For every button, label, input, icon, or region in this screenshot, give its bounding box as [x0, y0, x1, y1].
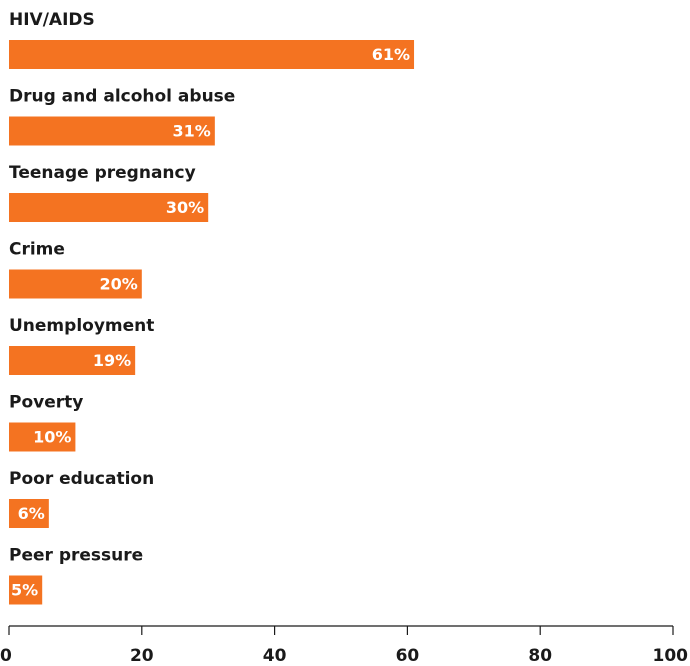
category-label: Poverty	[9, 393, 83, 413]
bar-value-label: 20%	[100, 275, 138, 294]
x-tick-label: 80	[528, 646, 552, 666]
bar	[9, 499, 49, 528]
x-tick-label: 20	[130, 646, 154, 666]
x-tick-label: 60	[396, 646, 420, 666]
bar	[9, 116, 215, 146]
category-label: Unemployment	[9, 316, 154, 336]
bar	[9, 575, 43, 605]
bar-value-label: 6%	[18, 504, 45, 523]
category-label: Poor education	[9, 469, 154, 489]
bar-value-label: 10%	[33, 428, 71, 447]
bar	[9, 346, 136, 375]
category-label: Crime	[9, 240, 65, 260]
bar-value-label: 19%	[93, 351, 131, 370]
bar-value-label: 61%	[372, 45, 410, 64]
bar	[9, 422, 76, 452]
bar	[9, 40, 415, 69]
bar-value-label: 31%	[173, 122, 211, 141]
x-tick-label: 0	[0, 646, 12, 666]
bar-value-label: 5%	[11, 581, 38, 600]
x-axis-ticks: 0 20 40 60 80 100	[0, 626, 688, 666]
bar-value-label: 30%	[166, 198, 204, 217]
bar	[9, 193, 209, 222]
x-tick-label: 100	[653, 646, 689, 666]
category-label: Drug and alcohol abuse	[9, 87, 235, 107]
bar	[9, 269, 142, 299]
x-tick-label: 40	[263, 646, 287, 666]
category-label: Teenage pregnancy	[9, 163, 196, 183]
x-axis: 0 20 40 60 80 100	[0, 625, 688, 666]
bars-group: HIV/AIDS 61% Drug and alcohol abuse 31% Teen…	[9, 10, 415, 605]
category-label: Peer pressure	[9, 546, 143, 566]
category-label: HIV/AIDS	[9, 10, 95, 30]
